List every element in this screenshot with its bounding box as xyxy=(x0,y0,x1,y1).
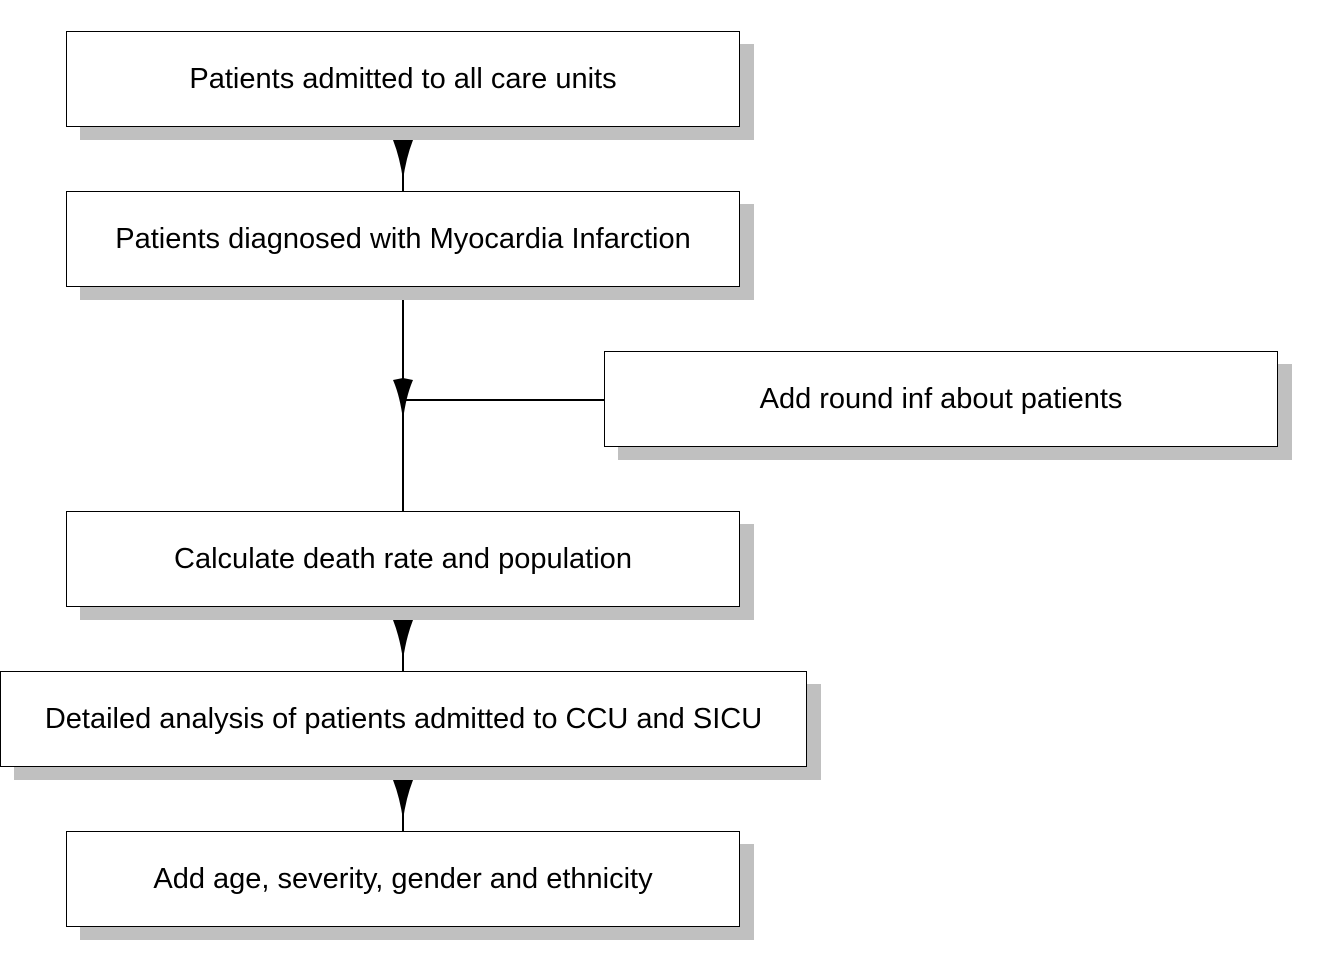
arrowhead-n5 xyxy=(393,768,413,820)
node-detailed-analysis: Detailed analysis of patients admitted t… xyxy=(0,671,807,767)
node-death-rate: Calculate death rate and population xyxy=(66,511,740,607)
node-label: Add age, severity, gender and ethnicity xyxy=(153,862,653,895)
node-myocardia-infarction: Patients diagnosed with Myocardia Infarc… xyxy=(66,191,740,287)
arrowhead-n1 xyxy=(393,128,413,180)
node-patients-admitted: Patients admitted to all care units xyxy=(66,31,740,127)
node-label: Add round inf about patients xyxy=(759,382,1123,415)
node-label: Detailed analysis of patients admitted t… xyxy=(44,702,763,735)
node-age-severity: Add age, severity, gender and ethnicity xyxy=(66,831,740,927)
arrowhead-n4 xyxy=(393,608,413,660)
node-round-inf: Add round inf about patients xyxy=(604,351,1278,447)
node-label: Calculate death rate and population xyxy=(174,542,632,575)
node-label: Patients diagnosed with Myocardia Infarc… xyxy=(115,222,691,255)
node-label: Patients admitted to all care units xyxy=(189,62,617,95)
